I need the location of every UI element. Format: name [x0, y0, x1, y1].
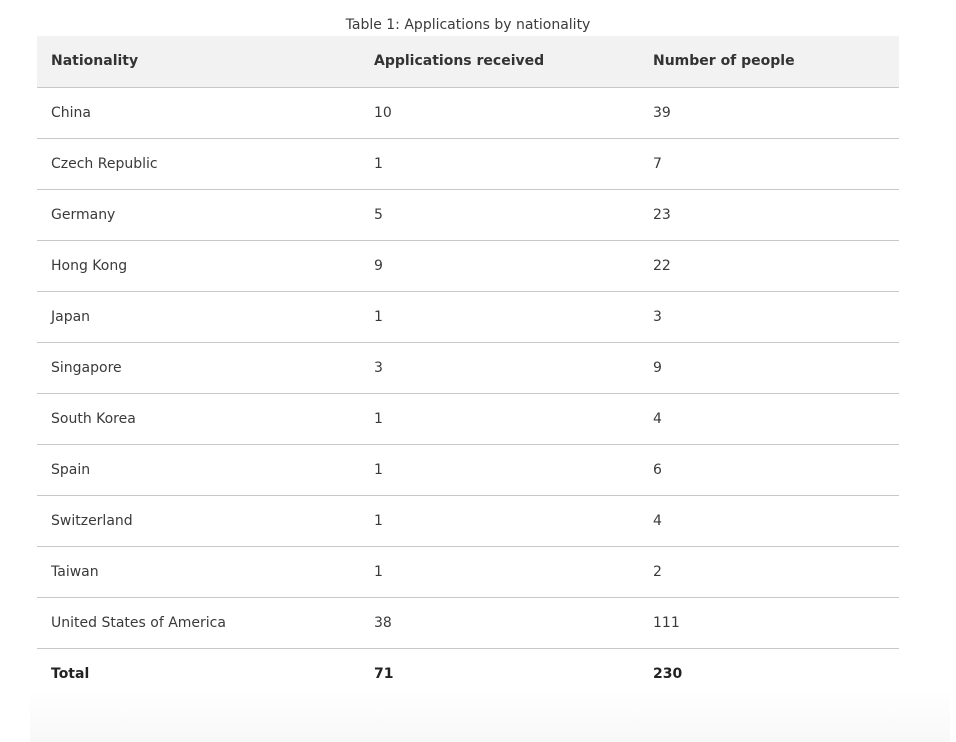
table-row: South Korea 1 4 [37, 393, 899, 445]
cell-people: 23 [649, 189, 899, 241]
table-row: Germany 5 23 [37, 189, 899, 241]
cell-applications: 9 [360, 240, 649, 292]
cell-people: 9 [649, 342, 899, 394]
cell-nationality: South Korea [37, 393, 360, 445]
table-total-row: Total 71 230 [37, 648, 899, 699]
header-nationality: Nationality [37, 36, 360, 88]
total-applications: 71 [374, 665, 394, 682]
cell-nationality: Singapore [37, 342, 360, 394]
table-row: Japan 1 3 [37, 291, 899, 343]
cell-people: 7 [649, 138, 899, 190]
cell-people: 39 [649, 87, 899, 139]
cell-applications: 38 [360, 597, 649, 649]
cell-nationality: Czech Republic [37, 138, 360, 190]
cell-nationality: China [37, 87, 360, 139]
table-row: Singapore 3 9 [37, 342, 899, 394]
cell-nationality: Taiwan [37, 546, 360, 598]
cell-people: 4 [649, 393, 899, 445]
cell-nationality: Spain [37, 444, 360, 496]
cell-people: 22 [649, 240, 899, 292]
table-row: Switzerland 1 4 [37, 495, 899, 547]
total-label: Total [51, 665, 90, 682]
cell-applications: 1 [360, 444, 649, 496]
table-row: Czech Republic 1 7 [37, 138, 899, 190]
cell-applications: 1 [360, 495, 649, 547]
cell-applications: 1 [360, 546, 649, 598]
cell-applications: 3 [360, 342, 649, 394]
table-row: Spain 1 6 [37, 444, 899, 496]
cell-applications: 1 [360, 291, 649, 343]
cell-people: 4 [649, 495, 899, 547]
table-caption: Table 1: Applications by nationality [345, 17, 591, 33]
applications-table: Nationality Applications received Number… [37, 36, 899, 699]
table-row: United States of America 38 111 [37, 597, 899, 649]
bottom-fade [30, 688, 950, 742]
cell-nationality: Germany [37, 189, 360, 241]
cell-people: 6 [649, 444, 899, 496]
cell-people: 111 [649, 597, 899, 649]
cell-people: 3 [649, 291, 899, 343]
header-applications-received: Applications received [360, 36, 649, 88]
table-header-row: Nationality Applications received Number… [37, 36, 899, 88]
table-body: China 10 39 Czech Republic 1 7 Germany 5… [37, 87, 899, 699]
cell-applications: 5 [360, 189, 649, 241]
cell-applications: 1 [360, 138, 649, 190]
cell-applications: 1 [360, 393, 649, 445]
table-row: China 10 39 [37, 87, 899, 139]
cell-nationality: Hong Kong [37, 240, 360, 292]
header-number-of-people: Number of people [649, 36, 899, 88]
cell-nationality: United States of America [37, 597, 360, 649]
table-row: Hong Kong 9 22 [37, 240, 899, 292]
cell-nationality: Japan [37, 291, 360, 343]
cell-applications: 10 [360, 87, 649, 139]
cell-people: 2 [649, 546, 899, 598]
cell-nationality: Switzerland [37, 495, 360, 547]
table-row: Taiwan 1 2 [37, 546, 899, 598]
total-people: 230 [653, 665, 683, 682]
